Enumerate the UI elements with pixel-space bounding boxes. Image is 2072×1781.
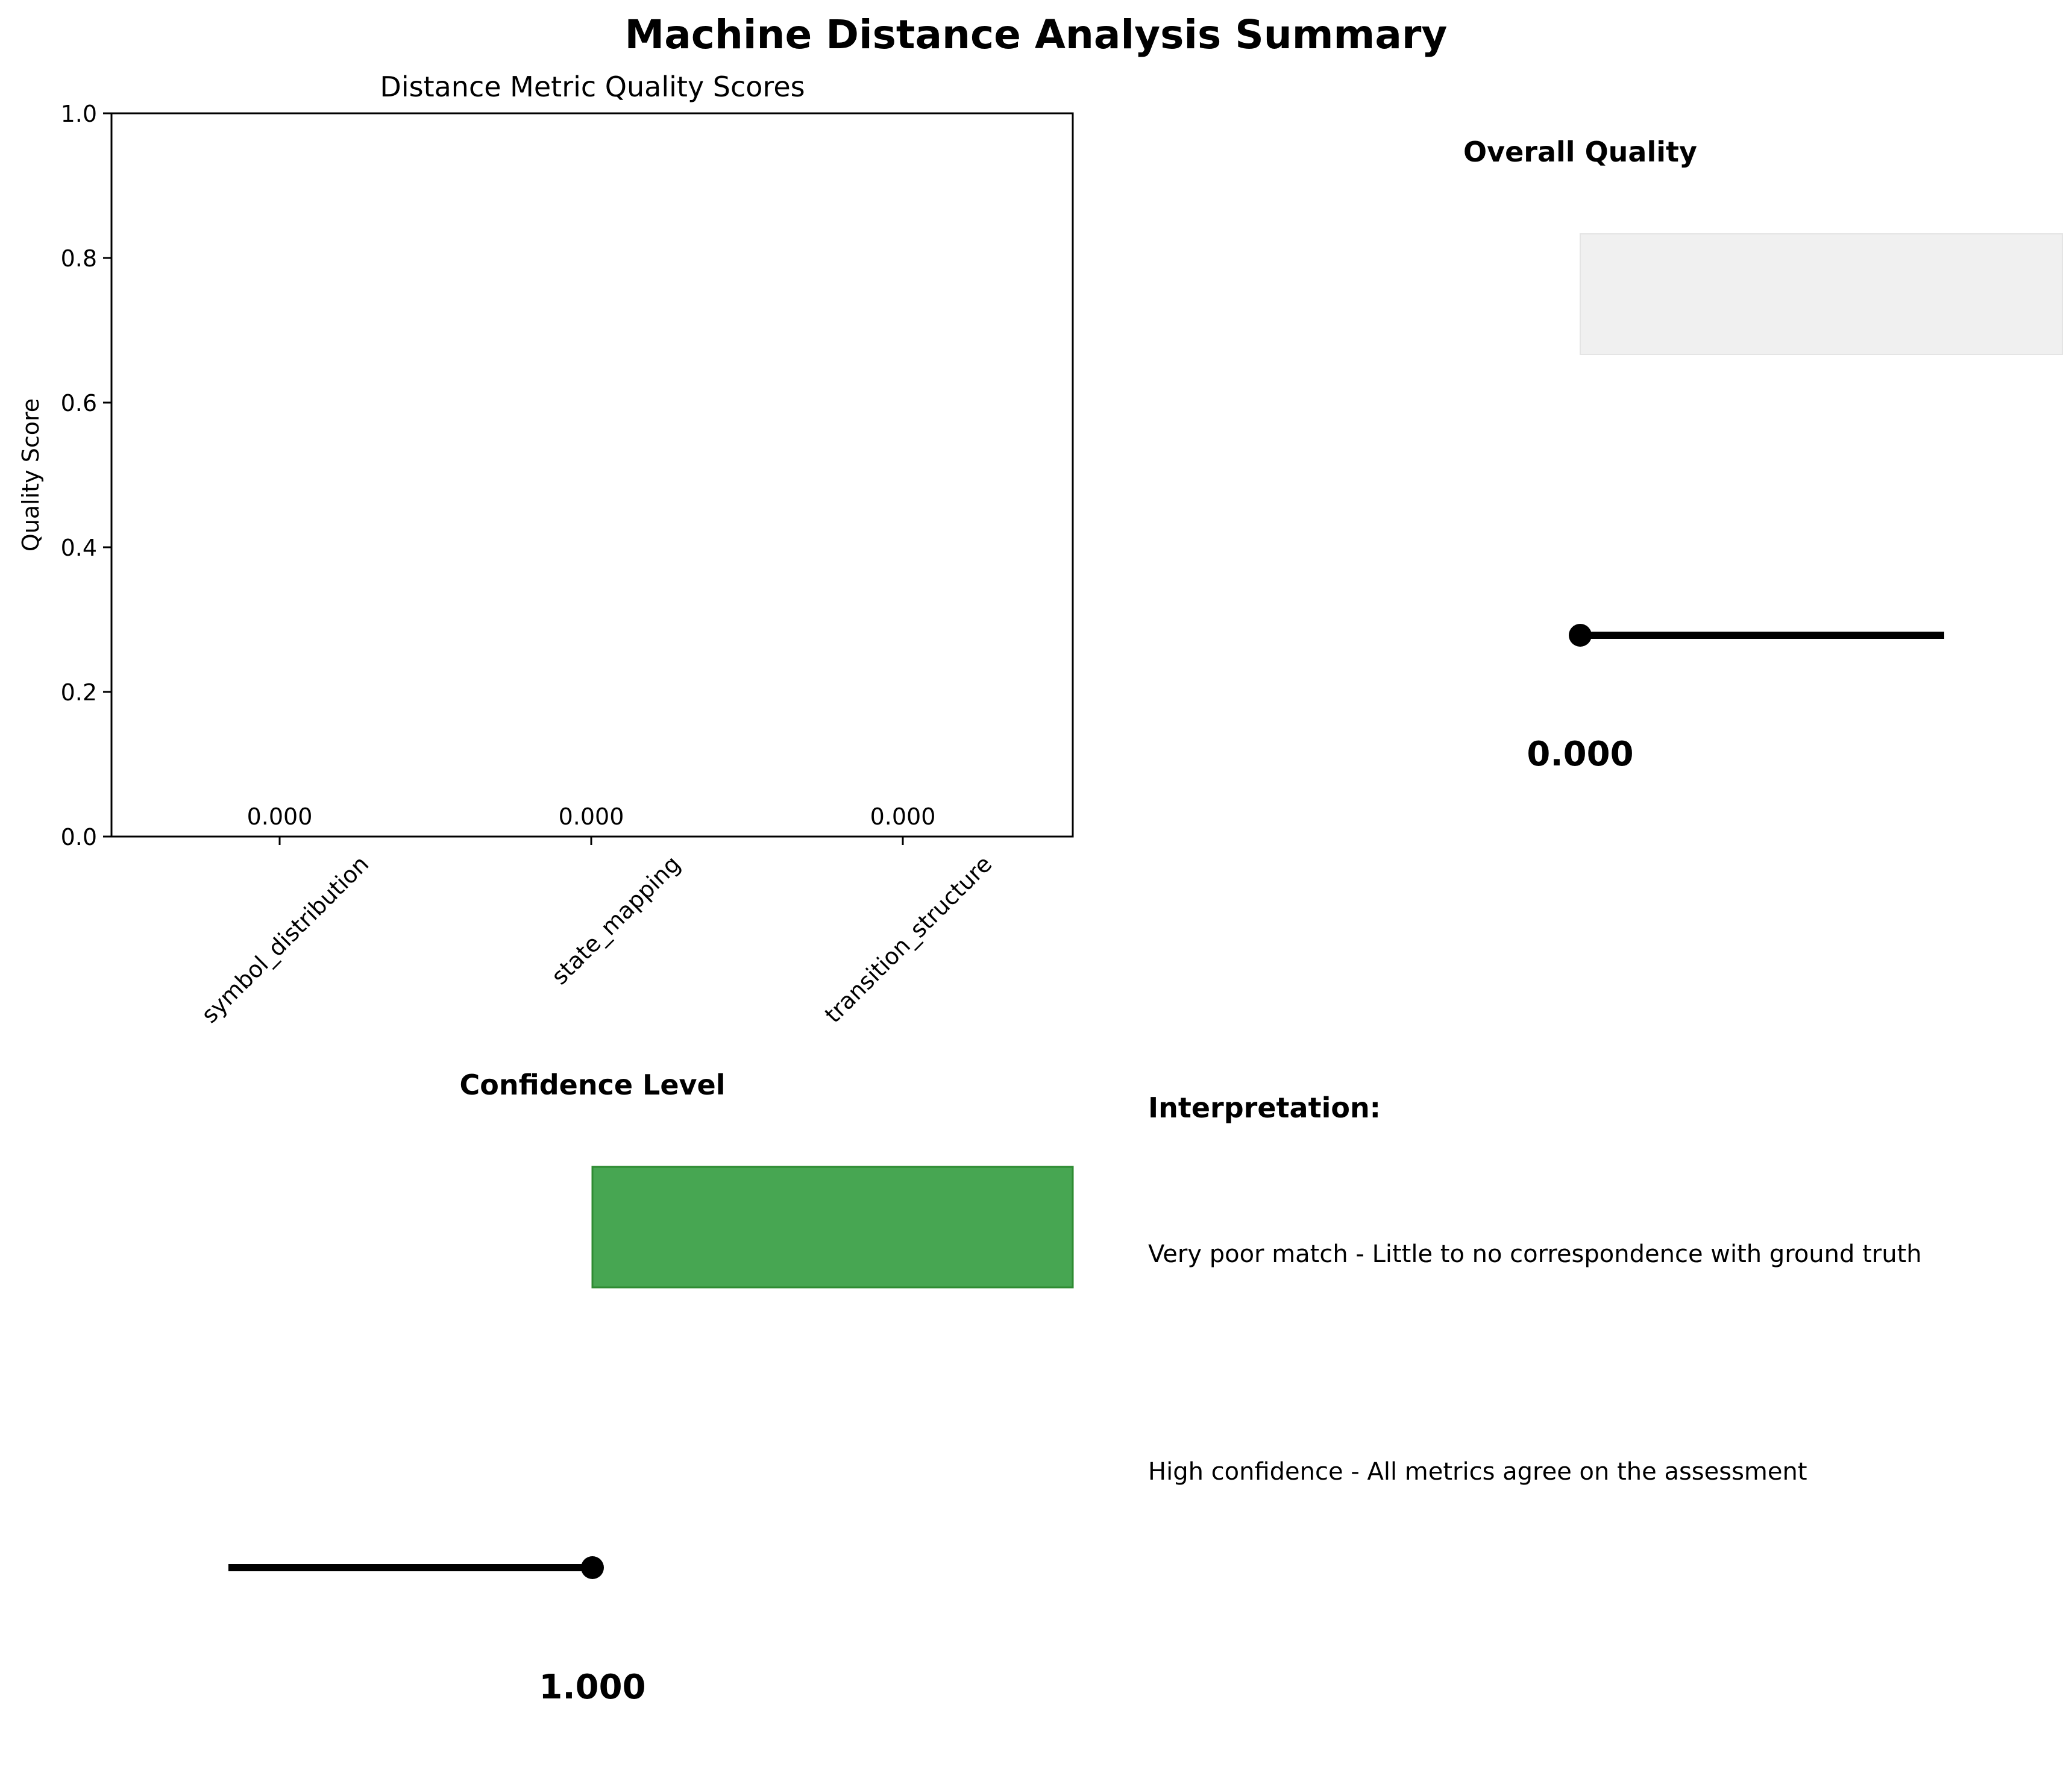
y-axis-label: Quality Score xyxy=(17,398,44,551)
overall-quality-panel: Overall Quality 0.000 xyxy=(1463,136,2063,774)
y-tick-label: 0.0 xyxy=(61,824,97,850)
bar-value-label: 0.000 xyxy=(247,803,313,830)
bar-chart-axes-frame xyxy=(110,112,1074,838)
bar-marks: 0.000 0.000 0.000 xyxy=(247,803,936,830)
y-tick-label: 0.4 xyxy=(61,535,97,561)
y-axis-ticks: 0.0 0.2 0.4 0.6 0.8 1.0 xyxy=(61,101,111,850)
confidence-level-band xyxy=(591,1166,1074,1289)
overall-quality-value: 0.000 xyxy=(1527,735,1633,774)
confidence-level-value: 1.000 xyxy=(539,1668,645,1707)
figure-title: Machine Distance Analysis Summary xyxy=(625,11,1448,58)
confidence-level-title: Confidence Level xyxy=(459,1069,725,1101)
x-axis-ticks: symbol_distribution state_mapping transiti… xyxy=(196,837,997,1028)
bar-value-label: 0.000 xyxy=(559,803,624,830)
confidence-level-panel: Confidence Level 1.000 xyxy=(228,1069,1074,1707)
interpretation-heading: Interpretation: xyxy=(1148,1092,1381,1124)
bar-value-label: 0.000 xyxy=(870,803,936,830)
confidence-level-needle-hub xyxy=(581,1556,604,1579)
x-tick-label: symbol_distribution xyxy=(196,850,374,1028)
interpretation-panel: Interpretation: Very poor match - Little… xyxy=(1148,1092,1922,1486)
interpretation-confidence-text: High confidence - All metrics agree on t… xyxy=(1148,1458,1807,1486)
x-tick-label: state_mapping xyxy=(546,850,685,990)
overall-quality-title: Overall Quality xyxy=(1463,136,1697,168)
y-tick-label: 1.0 xyxy=(61,101,97,127)
bar-chart-panel: Distance Metric Quality Scores 0.000 0.00… xyxy=(17,71,1074,1028)
x-tick-label: transition_structure xyxy=(820,850,997,1028)
bar-chart-title: Distance Metric Quality Scores xyxy=(380,71,805,103)
y-tick-label: 0.8 xyxy=(61,245,97,272)
overall-quality-level-band xyxy=(1580,233,2063,355)
y-tick-label: 0.6 xyxy=(61,390,97,416)
interpretation-quality-text: Very poor match - Little to no correspon… xyxy=(1148,1240,1922,1268)
overall-quality-needle-hub xyxy=(1569,624,1592,647)
y-tick-label: 0.2 xyxy=(61,679,97,706)
